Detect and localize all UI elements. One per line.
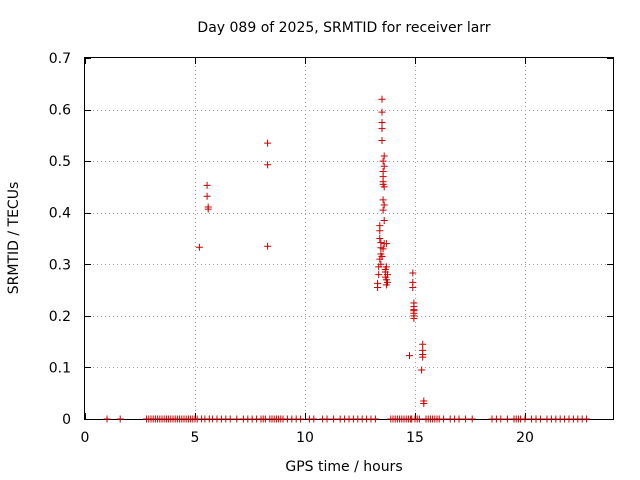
plot-frame [84, 57, 614, 420]
data-point [378, 253, 386, 261]
data-point [203, 192, 211, 200]
data-point [409, 269, 417, 277]
data-point [379, 196, 387, 204]
axis-ticks [85, 58, 613, 420]
data-point [409, 283, 417, 291]
data-point [410, 307, 418, 315]
data-point [420, 400, 428, 408]
y-tick-label: 0 [62, 412, 71, 428]
data-point [380, 216, 388, 224]
data-point [310, 415, 318, 423]
data-point [497, 415, 505, 423]
data-point [195, 243, 203, 251]
data-point [410, 314, 418, 322]
data-point [377, 239, 385, 247]
data-point [378, 118, 386, 126]
x-tick-label: 15 [406, 430, 424, 446]
data-point [384, 278, 391, 286]
data-point [440, 415, 448, 423]
data-point [376, 235, 384, 242]
data-point [418, 366, 426, 374]
y-tick-label: 0.3 [49, 257, 71, 273]
data-point [323, 415, 331, 423]
y-tick-label: 0.4 [49, 206, 71, 222]
grid-lines [85, 58, 613, 419]
data-point [583, 415, 591, 423]
data-point [419, 353, 427, 361]
y-tick-label: 0.6 [49, 103, 71, 119]
chart-title: Day 089 of 2025, SRMTID for receiver lar… [197, 20, 490, 36]
y-tick-label: 0.5 [49, 154, 71, 170]
data-point [379, 245, 387, 253]
data-point [204, 205, 212, 213]
data-point [380, 162, 388, 170]
data-point [375, 271, 383, 279]
y-axis-label: SRMTID / TECUs [6, 182, 22, 295]
data-point [382, 263, 390, 271]
data-point [455, 415, 463, 423]
data-point [379, 206, 387, 214]
data-point [379, 157, 387, 165]
data-point [371, 415, 379, 423]
data-point [415, 415, 423, 423]
data-point [406, 352, 413, 360]
data-point [382, 240, 390, 248]
data-point [378, 95, 386, 103]
x-tick-label: 5 [191, 430, 200, 446]
data-points [103, 95, 591, 423]
data-point [536, 415, 544, 423]
data-point [468, 415, 476, 423]
data-point [297, 415, 305, 423]
data-point [503, 415, 511, 423]
data-point [377, 260, 385, 268]
y-tick-label: 0.1 [49, 360, 71, 376]
data-point [374, 279, 382, 287]
data-point [462, 415, 470, 423]
x-tick-label: 0 [81, 430, 90, 446]
data-point [380, 201, 388, 209]
y-tick-label: 0.7 [49, 51, 71, 67]
data-point [233, 415, 241, 423]
data-point [380, 183, 388, 191]
data-point [521, 415, 529, 423]
data-point [264, 139, 272, 147]
data-point [103, 415, 111, 423]
x-tick-label: 20 [516, 430, 534, 446]
data-point [116, 415, 124, 423]
tick-labels: 0 5 10 15 20 0 0.1 0.2 0.3 0.4 0.5 0.6 0.7 [49, 51, 534, 446]
data-point [380, 152, 388, 160]
data-point [384, 271, 391, 279]
x-axis-label: GPS time / hours [285, 459, 402, 475]
data-point [203, 181, 211, 189]
data-point [264, 242, 272, 250]
data-point [378, 125, 386, 133]
data-point [419, 340, 427, 348]
data-point [378, 137, 386, 145]
x-tick-label: 10 [296, 430, 314, 446]
data-point [376, 222, 384, 230]
data-point [378, 108, 386, 116]
y-tick-label: 0.2 [49, 309, 71, 325]
data-point [264, 161, 272, 169]
data-point [226, 415, 234, 423]
data-point [330, 415, 338, 423]
